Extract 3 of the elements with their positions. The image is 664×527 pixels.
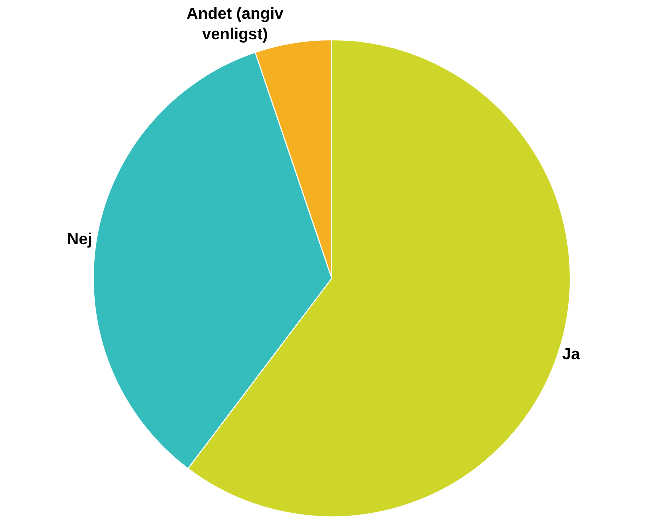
slice-label: Ja bbox=[562, 346, 580, 364]
slice-label: Andet (angiv venligst) bbox=[186, 6, 284, 44]
slice-label: Nej bbox=[67, 232, 92, 249]
